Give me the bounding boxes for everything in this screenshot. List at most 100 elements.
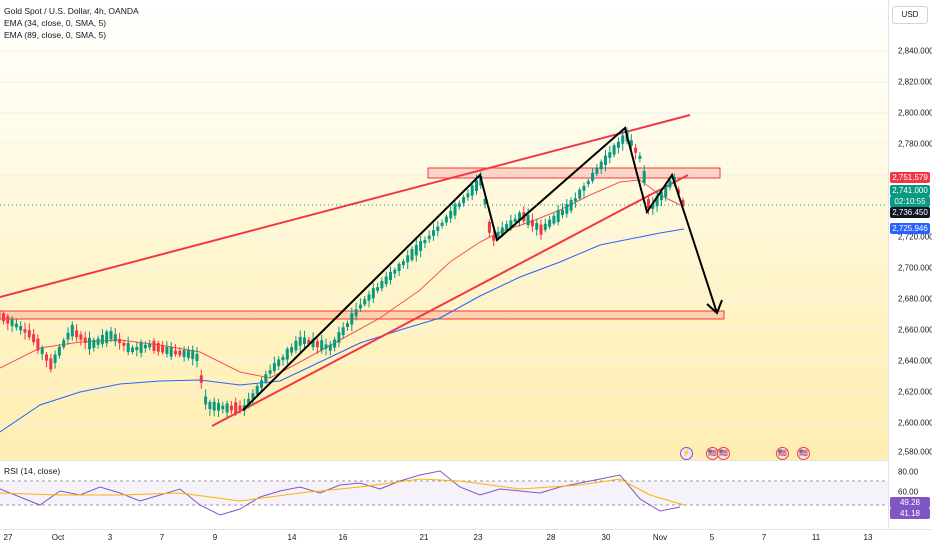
pane-divider[interactable] [0,460,888,461]
ema89-legend[interactable]: EMA (89, close, 0, SMA, 5) [4,30,107,40]
candle-body [143,344,147,349]
candle-body [27,330,31,338]
candle-body [449,210,453,219]
support-zone[interactable] [0,310,725,320]
candle-body [513,218,517,222]
candle-body [380,280,384,289]
time-axis[interactable] [0,529,932,551]
price-scale[interactable] [888,0,932,529]
price-tick: 2,680.000 [898,294,932,304]
channel-upper-line[interactable] [0,114,691,298]
candle-body [462,197,466,204]
candle-body [83,337,87,343]
candle-body [621,135,625,144]
candle-body [225,403,229,413]
time-label: 9 [212,533,218,542]
candle-body [152,340,156,351]
time-label: 30 [601,533,611,542]
candle-body [487,222,491,233]
ema34-legend[interactable]: EMA (34, close, 0, SMA, 5) [4,18,107,28]
candle-body [492,235,496,241]
candle-body [2,313,5,322]
rsi-value-badge: 49.28 [890,497,930,508]
time-label: 7 [761,533,767,542]
price-tick: 2,840.000 [898,46,932,56]
candle-body [294,340,298,351]
currency-button[interactable]: USD [892,6,928,24]
candle-body [156,343,160,352]
candle-body [444,216,448,223]
candle-body [32,334,36,343]
candle-body [19,325,23,331]
rsi-legend[interactable]: RSI (14, close) [4,466,61,476]
price-tick: 2,660.000 [898,325,932,335]
channel-lower-line[interactable] [211,174,689,427]
us-flag-icon[interactable]: 🇺🇸 [776,447,789,460]
wave-drawing[interactable] [242,126,718,411]
us-flag-icon[interactable]: 🇺🇸 [797,447,810,460]
candle-body [466,193,470,198]
candle-body [384,276,388,285]
candle-body [397,263,401,271]
time-label: 5 [709,533,715,542]
ema89-price-badge: 2,725.946 [890,223,930,234]
candle-body [66,332,70,340]
candle-body [191,350,195,360]
candle-body [655,195,659,207]
candle-body [518,212,521,221]
candle-body [234,402,238,414]
candle-body [75,330,79,338]
candle-body [500,227,504,235]
candle-body [457,203,461,207]
time-label: Oct [51,533,65,542]
candle-body [118,339,122,344]
bid-price-badge: 2,736.450 [890,207,930,218]
candle-body [62,340,66,348]
candle-body [573,198,577,202]
candle-body [217,403,220,411]
price-chart-canvas[interactable] [0,0,888,460]
candle-body [629,140,633,146]
candle-body [100,334,104,345]
candle-body [277,359,281,367]
candle-body [475,180,478,192]
price-tick: 2,780.000 [898,139,932,149]
candle-body [608,152,612,158]
candle-body [122,342,126,346]
candle-body [470,185,474,196]
lightning-icon[interactable]: ⚡ [680,447,693,460]
price-chart-pane[interactable]: Gold Spot / U.S. Dollar, 4h, OANDA EMA (… [0,0,888,460]
candle-body [543,223,547,230]
candle-body [505,224,509,231]
candle-body [251,393,255,400]
price-tick: 2,580.000 [898,447,932,457]
candle-body [659,191,663,201]
candle-body [178,350,182,356]
candle-body [436,226,440,231]
candle-body [109,331,113,340]
us-flag-icon[interactable]: 🇺🇸 [717,447,730,460]
time-label: 28 [546,533,556,542]
candle-body [371,288,375,299]
candle-body [419,241,423,251]
bar-countdown-badge: 02:10:55 [890,196,930,207]
candle-body [40,348,44,355]
candle-body [139,342,143,353]
candle-body [483,198,487,205]
candle-body [208,402,212,409]
time-label: 16 [338,533,348,542]
price-tick: 2,820.000 [898,77,932,87]
candle-body [126,343,130,352]
time-label: 23 [473,533,483,542]
candle-body [389,271,392,281]
symbol-legend[interactable]: Gold Spot / U.S. Dollar, 4h, OANDA [4,6,139,16]
resistance-price-badge: 2,751.579 [890,172,930,183]
candle-body [432,230,435,236]
candle-body [591,172,595,181]
rsi-pane[interactable]: RSI (14, close) [0,461,888,529]
time-label: Nov [652,533,668,542]
candle-body [642,170,646,183]
candle-body [363,299,367,305]
candle-body [6,316,10,324]
candle-body [638,155,642,159]
